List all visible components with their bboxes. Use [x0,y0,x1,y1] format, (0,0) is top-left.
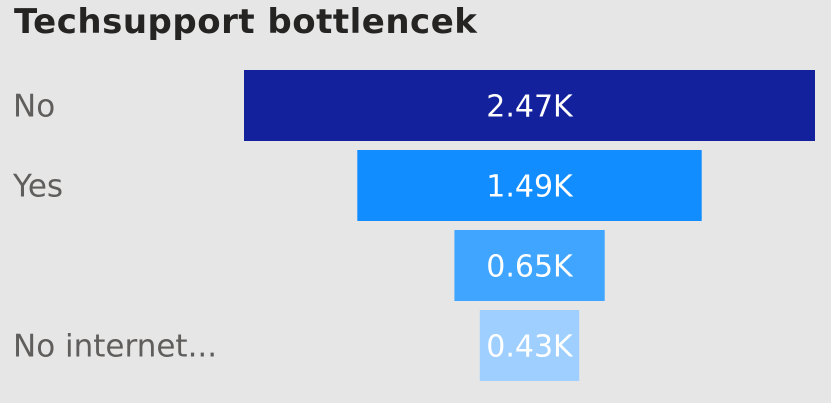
category-label: No [13,89,55,125]
data-label: 1.49K [486,170,574,205]
data-label: 0.65K [486,250,574,285]
funnel-bar[interactable] [357,150,702,221]
chart-title: Techsupport bottlencek [14,2,478,42]
funnel-bar[interactable] [479,310,580,381]
funnel-bar[interactable] [454,230,605,301]
funnel-bar[interactable] [244,70,815,141]
category-label: Yes [12,169,63,205]
data-label: 2.47K [486,90,574,125]
category-label: No internet... [13,329,217,365]
data-label: 0.43K [486,330,574,365]
